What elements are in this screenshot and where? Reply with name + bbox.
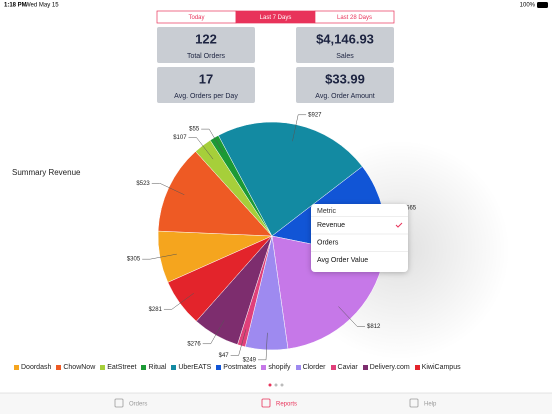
legend-label: Doordash — [21, 364, 52, 371]
stat-label: Avg. Order Amount — [315, 93, 374, 100]
menu-option[interactable]: Orders — [317, 239, 339, 246]
stat-value: $4,146.93 — [316, 31, 374, 46]
legend-label: shopify — [268, 364, 291, 371]
leader-line — [292, 114, 299, 142]
legend-swatch — [261, 365, 267, 370]
legend-swatch — [56, 365, 62, 370]
checkmark — [395, 222, 403, 228]
legend-swatch — [141, 365, 147, 370]
status-battery: 100% — [520, 3, 536, 9]
value-label: $927 — [308, 112, 322, 118]
tab-label[interactable]: Reports — [276, 402, 297, 408]
segment-label: Last 7 Days — [260, 15, 292, 21]
legend-item: EatStreet — [100, 364, 136, 371]
page-dot — [274, 383, 278, 387]
legend-label: ChowNow — [63, 364, 96, 371]
legend-item: Caviar — [330, 364, 358, 371]
leader-line — [171, 293, 194, 310]
tab-label[interactable]: Help — [424, 402, 437, 408]
stat-card — [296, 67, 394, 103]
legend-swatch — [216, 365, 222, 370]
leader-line — [238, 329, 247, 356]
stat-card — [157, 27, 255, 63]
page-dot — [268, 383, 272, 387]
status-date: Wed May 15 — [25, 3, 59, 9]
legend-label: KiwiCampus — [421, 364, 461, 371]
value-label: $523 — [136, 181, 150, 187]
value-label: $812 — [367, 324, 381, 330]
stat-value: $33.99 — [325, 71, 365, 86]
legend-label: Postmates — [223, 364, 257, 371]
legend-label: Delivery.com — [369, 364, 410, 371]
menu-option[interactable]: Revenue — [317, 222, 345, 229]
legend-item: Ritual — [141, 364, 166, 371]
legend-item: ChowNow — [56, 364, 95, 371]
menu-title: Metric — [317, 208, 337, 215]
legend-swatch — [295, 365, 301, 370]
legend-label: Caviar — [337, 364, 358, 371]
value-label: $249 — [243, 357, 257, 363]
tab-icon — [114, 398, 124, 408]
section-title: Summary Revenue — [12, 168, 81, 177]
segment[interactable] — [314, 10, 395, 24]
leader-line — [210, 320, 225, 344]
stat-label: Avg. Orders per Day — [174, 93, 238, 100]
stat-value: 122 — [195, 31, 217, 46]
tab-icon — [261, 398, 271, 408]
legend-swatch — [362, 365, 368, 370]
value-label: $281 — [149, 307, 163, 313]
tab-bar — [0, 393, 552, 414]
legend-item: Delivery.com — [362, 364, 410, 371]
legend-swatch — [330, 365, 336, 370]
legend-label: Clorder — [302, 364, 326, 371]
legend-label: UberEATS — [178, 364, 212, 371]
legend-swatch — [14, 365, 19, 370]
legend-item: Doordash — [14, 364, 51, 371]
tab-icon — [409, 398, 419, 408]
value-label: $47 — [219, 353, 230, 359]
legend-item: KiwiCampus — [414, 364, 461, 371]
segment-label: Last 28 Days — [337, 15, 372, 21]
value-label: $565 — [403, 206, 417, 212]
menu-option[interactable]: Avg Order Value — [317, 257, 368, 264]
menu-popover — [311, 204, 408, 272]
leader-line — [196, 137, 214, 160]
value-label: $107 — [173, 135, 187, 141]
leader-line — [208, 128, 224, 153]
leader-line — [265, 332, 268, 360]
legend-swatch — [100, 365, 106, 370]
page-dot — [280, 383, 284, 387]
legend-swatch — [171, 365, 177, 370]
value-label: $305 — [127, 257, 141, 263]
leader-line — [338, 306, 358, 327]
legend-swatch — [414, 365, 420, 370]
stat-label: Sales — [336, 53, 354, 60]
tab-label[interactable]: Orders — [129, 402, 147, 408]
legend-item: UberEATS — [171, 364, 211, 371]
legend-item: Clorder — [295, 364, 326, 371]
stat-label: Total Orders — [187, 53, 226, 60]
legend-label: EatStreet — [107, 364, 137, 371]
stat-value: 17 — [199, 71, 213, 86]
value-label: $55 — [189, 127, 200, 133]
segment-label: Today — [188, 15, 204, 21]
stat-card — [157, 67, 255, 103]
leader-line — [150, 253, 177, 260]
value-label: $276 — [187, 341, 201, 347]
status-time: 1:18 PM — [4, 3, 27, 9]
stat-card — [296, 27, 394, 63]
battery-icon — [537, 2, 548, 8]
legend-label: Ritual — [148, 364, 167, 371]
leader-line — [159, 183, 185, 196]
legend-item: Postmates — [216, 364, 256, 371]
legend-item: shopify — [261, 364, 291, 371]
legend: Doordash ChowNow EatStreet Ritual UberEATS Po… — [14, 364, 461, 371]
